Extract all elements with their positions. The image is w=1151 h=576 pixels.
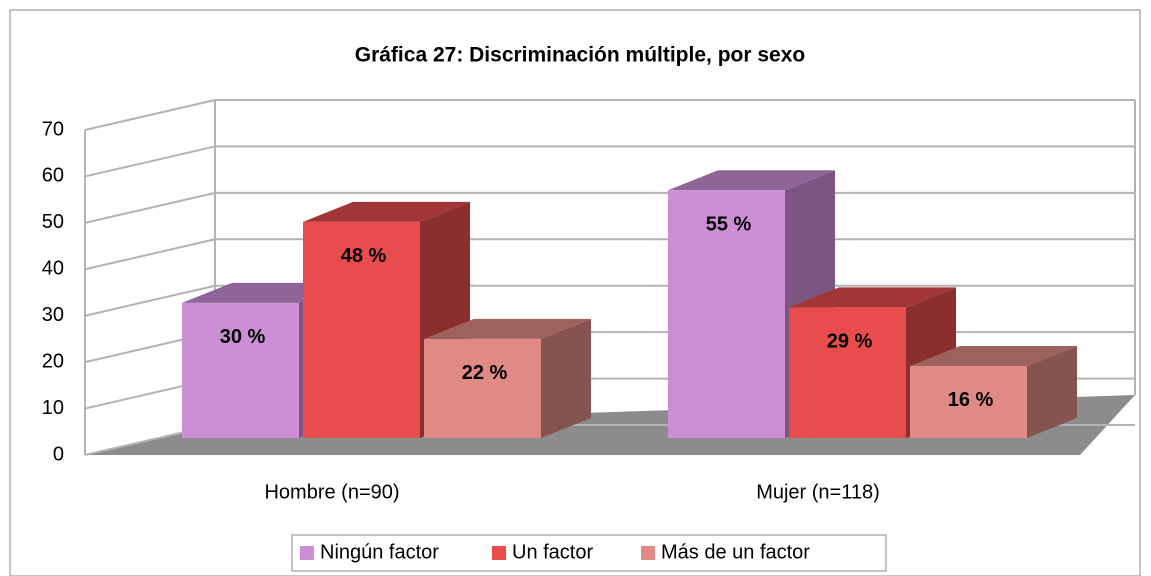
bar-top	[668, 170, 835, 191]
legend-swatch	[641, 546, 655, 560]
bar-front	[789, 307, 906, 438]
legend-label: Ningún factor	[320, 541, 439, 563]
legend-frame	[291, 534, 887, 572]
bar-front	[303, 221, 420, 438]
legend-label: Más de un factor	[661, 541, 810, 563]
bar-top	[424, 318, 591, 339]
y-tick-label: 0	[53, 443, 64, 465]
bar	[910, 345, 1077, 438]
legend-swatch	[492, 546, 506, 560]
y-tick-label: 20	[42, 350, 64, 372]
bar-top	[303, 201, 470, 222]
bar	[424, 318, 591, 438]
grid-line	[84, 99, 216, 131]
x-tick-label: Hombre (n=90)	[264, 481, 399, 503]
y-tick-label: 30	[42, 304, 64, 326]
chart-title: Gráfica 27: Discriminación múltiple, por…	[355, 44, 805, 67]
grid-line	[84, 238, 216, 271]
data-label: 29 %	[827, 331, 873, 353]
data-label: 16 %	[948, 389, 994, 411]
y-tick-label: 70	[42, 118, 64, 140]
y-tick-label: 60	[42, 165, 64, 187]
data-label: 22 %	[462, 362, 508, 384]
bar-side	[1027, 345, 1077, 438]
data-label: 55 %	[706, 214, 752, 236]
bar-side	[541, 318, 591, 438]
grid-line	[84, 145, 216, 178]
legend-swatch	[300, 546, 314, 560]
x-tick-label: Mujer (n=118)	[756, 481, 880, 503]
grid-line	[84, 191, 216, 224]
data-label: 30 %	[220, 326, 266, 348]
y-tick-label: 50	[42, 211, 64, 233]
y-tick-label: 40	[42, 258, 64, 280]
bar-top	[910, 345, 1077, 366]
data-label: 48 %	[341, 245, 387, 267]
bar-front	[182, 302, 299, 438]
y-tick-label: 10	[42, 397, 64, 419]
grid-line	[84, 284, 216, 317]
bar-front	[668, 190, 785, 438]
bar-front	[910, 365, 1027, 438]
bar-top	[789, 287, 956, 308]
bar-front	[424, 338, 541, 438]
legend-label: Un factor	[512, 541, 593, 563]
